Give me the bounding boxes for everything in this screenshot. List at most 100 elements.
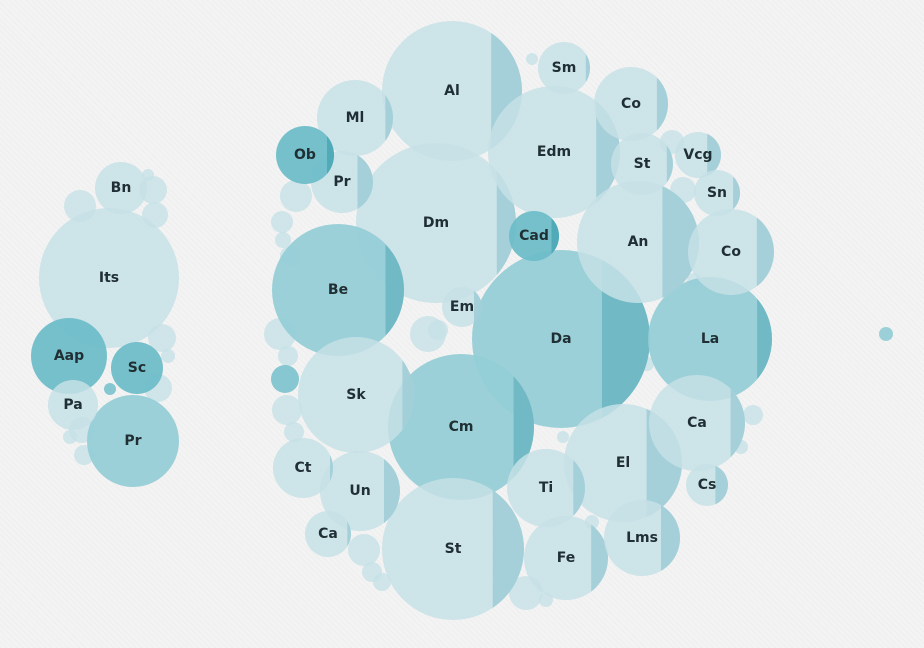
- filler-bubble: [428, 320, 448, 340]
- filler-bubble: [373, 573, 391, 591]
- bubble-sk: Sk: [298, 337, 414, 453]
- bubble-label: Sn: [707, 185, 727, 201]
- bubble-circle: [320, 451, 400, 531]
- bubble-circle: [538, 42, 590, 94]
- bubble-label: Sk: [346, 387, 366, 403]
- bubble-circle: [39, 208, 179, 348]
- bubble-unlabeled: [879, 327, 893, 341]
- bubble-cad: Cad: [509, 211, 559, 261]
- bubble-segment: [591, 524, 608, 592]
- filler-bubble: [278, 346, 298, 366]
- bubble-label: Its: [99, 270, 119, 286]
- bubble-segment: [357, 155, 373, 209]
- bubble-sm: Sm: [538, 42, 591, 94]
- filler-bubble: [284, 422, 304, 442]
- bubble-circle: [594, 67, 668, 141]
- bubble-label: Ob: [294, 147, 316, 163]
- bubble-label: Fe: [557, 550, 576, 566]
- bubble-be: Be: [272, 224, 404, 356]
- bubble-label: Da: [550, 331, 571, 347]
- bubble-label: Aap: [54, 348, 84, 364]
- bubble-an: An: [577, 181, 699, 303]
- bubble-segment: [347, 521, 352, 547]
- bubble-segment: [385, 244, 404, 336]
- bubble-co: Co: [594, 67, 669, 141]
- bubble-pr: Pr: [87, 395, 179, 487]
- bubble-sc: Sc: [111, 342, 163, 394]
- bubble-la: La: [648, 277, 772, 401]
- bubble-lms: Lms: [604, 500, 680, 576]
- bubble-segment: [656, 77, 669, 131]
- bubble-segment: [330, 454, 334, 482]
- bubble-label: Un: [349, 483, 370, 499]
- bubble-label: La: [701, 331, 719, 347]
- bubble-em: Em: [442, 287, 482, 327]
- bubble-segment: [402, 360, 414, 430]
- bubble-st: St: [382, 478, 525, 620]
- bubble-label: Co: [721, 244, 741, 260]
- bubble-st: St: [611, 133, 673, 195]
- bubble-label: Sm: [552, 60, 577, 76]
- filler-bubble: [271, 365, 299, 393]
- filler-bubble: [63, 430, 77, 444]
- bubble-un: Un: [320, 451, 400, 531]
- bubble-segment: [662, 186, 699, 298]
- bubble-circle: [305, 511, 351, 557]
- bubble-its: Its: [39, 208, 179, 348]
- bubble-circle: [87, 395, 179, 487]
- bubble-circle: [317, 80, 393, 156]
- bubble-label: Ml: [346, 110, 365, 126]
- bubble-ca: Ca: [305, 511, 352, 557]
- bubble-bn: Bn: [95, 162, 147, 214]
- bubble-label: Pr: [333, 174, 350, 190]
- bubble-ti: Ti: [507, 449, 585, 527]
- filler-bubble: [272, 395, 302, 425]
- bubble-ct: Ct: [273, 438, 334, 498]
- filler-bubble: [271, 211, 293, 233]
- bubble-label: Em: [450, 299, 474, 315]
- bubble-segment: [707, 133, 722, 177]
- bubble-ml: Ml: [317, 80, 394, 156]
- bubble-ob: Ob: [276, 126, 334, 184]
- filler-bubble: [104, 383, 116, 395]
- bubble-segment: [513, 376, 534, 478]
- bubble-circle: [649, 375, 745, 471]
- bubble-circle: [276, 126, 334, 184]
- bubble-segment: [474, 291, 482, 323]
- bubble-label: Cad: [519, 228, 549, 244]
- bubble-circle: [688, 209, 774, 295]
- bubble-segment: [730, 388, 745, 458]
- bubble-circle: [272, 224, 404, 356]
- filler-bubble: [743, 405, 763, 425]
- bubble-label: El: [616, 455, 630, 471]
- bubble-label: Vcg: [683, 147, 712, 163]
- bubble-sn: Sn: [694, 170, 740, 216]
- bubble-label: Pa: [63, 397, 82, 413]
- bubble-cm: Cm: [388, 354, 534, 500]
- bubble-label: Be: [328, 282, 348, 298]
- bubble-segment: [551, 218, 559, 254]
- bubble-label: Ca: [318, 526, 338, 542]
- bubble-segment: [715, 465, 729, 505]
- bubble-vcg: Vcg: [675, 132, 722, 178]
- bubble-label: Cm: [449, 419, 474, 435]
- filler-bubble: [148, 324, 176, 352]
- bubble-segment: [756, 217, 774, 287]
- bubble-segment: [733, 176, 740, 210]
- bubble-label: Sc: [128, 360, 146, 376]
- bubble-circle: [382, 478, 524, 620]
- bubble-segment: [385, 95, 394, 141]
- filler-bubble: [348, 534, 380, 566]
- bubble-label: Co: [621, 96, 641, 112]
- bubble-circle: [95, 162, 147, 214]
- bubble-circle: [388, 354, 534, 500]
- bubble-circle: [879, 327, 893, 341]
- bubble-segment: [327, 136, 334, 174]
- filler-bubble: [161, 349, 175, 363]
- bubble-co: Co: [688, 209, 774, 295]
- bubble-circle: [488, 86, 620, 218]
- bubble-label: An: [628, 234, 649, 250]
- bubble-circle: [611, 133, 673, 195]
- bubble-segment: [757, 298, 772, 380]
